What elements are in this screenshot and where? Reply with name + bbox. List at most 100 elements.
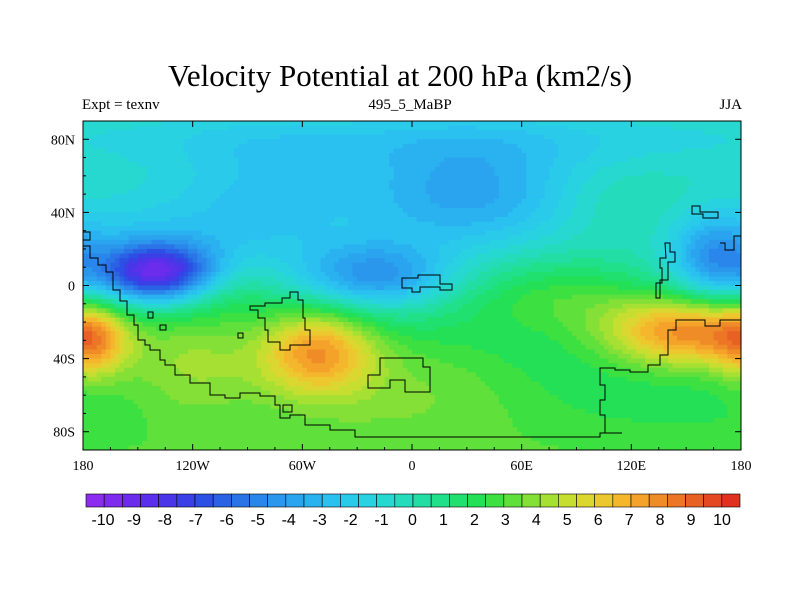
contour-cell	[252, 326, 271, 332]
contour-cell	[352, 308, 367, 314]
contour-cell	[699, 276, 710, 282]
contour-cell	[169, 303, 185, 309]
x-tick-label: 0	[409, 459, 416, 474]
contour-cell	[110, 363, 121, 369]
contour-cell	[348, 285, 377, 291]
contour-cell	[119, 152, 189, 159]
contour-cell	[311, 271, 326, 277]
contour-cell	[146, 166, 194, 172]
x-tick-label: 180	[731, 459, 752, 474]
contour-cell	[695, 280, 701, 287]
contour-cell	[238, 157, 390, 163]
contour-cell	[713, 207, 741, 213]
contour-cell	[133, 331, 148, 337]
contour-cell	[535, 226, 559, 232]
contour-cell	[320, 258, 340, 264]
contour-cell	[489, 162, 527, 168]
contour-cell	[526, 157, 555, 163]
contour-cell	[713, 335, 728, 341]
contour-cell	[306, 349, 326, 355]
contour-cell	[110, 344, 116, 351]
contour-cell	[284, 376, 299, 383]
contour-cell	[128, 335, 139, 341]
contour-cell	[503, 139, 555, 145]
contour-cell	[498, 354, 578, 360]
contour-cell	[466, 271, 482, 277]
contour-cell	[412, 267, 427, 273]
contour-cell	[210, 285, 217, 291]
contour-cell	[690, 216, 710, 223]
contour-cell	[567, 180, 587, 186]
contour-cell	[83, 290, 98, 296]
contour-cell	[539, 253, 637, 259]
contour-cell	[649, 262, 664, 268]
contour-cell	[631, 331, 642, 337]
contour-cell	[722, 312, 741, 319]
contour-cell	[233, 248, 303, 255]
contour-cell	[603, 276, 642, 282]
contour-cell	[343, 344, 354, 351]
contour-cell	[128, 299, 143, 305]
contour-cell	[686, 184, 741, 191]
contour-cell	[425, 280, 436, 287]
contour-cell	[558, 445, 741, 450]
contour-cell	[603, 312, 619, 319]
colorbar-swatch	[140, 493, 159, 508]
contour-cell	[526, 280, 632, 287]
contour-cell	[137, 244, 175, 250]
contour-cell	[530, 376, 628, 383]
contour-cell	[279, 335, 290, 341]
contour-cell	[699, 354, 719, 360]
contour-cell	[439, 244, 473, 250]
contour-cell	[114, 381, 153, 387]
contour-cell	[334, 326, 345, 332]
contour-cell	[137, 326, 157, 332]
contour-cell	[526, 175, 550, 181]
contour-cell	[256, 363, 271, 369]
contour-cell	[443, 271, 454, 277]
contour-cell	[704, 262, 719, 268]
contour-cell	[105, 285, 116, 291]
contour-cell	[370, 299, 404, 305]
contour-cell	[539, 381, 651, 387]
contour-cell	[192, 134, 281, 140]
contour-cell	[114, 303, 125, 309]
contour-cell	[526, 162, 555, 168]
contour-cell	[480, 308, 514, 314]
colorbar-swatch	[231, 493, 250, 508]
contour-cell	[544, 184, 564, 191]
contour-cell	[133, 344, 143, 351]
contour-cell	[517, 258, 573, 264]
contour-cell	[498, 280, 527, 287]
contour-cell	[709, 390, 741, 396]
contour-cell	[238, 143, 404, 150]
contour-cell	[402, 299, 427, 305]
contour-cell	[188, 294, 198, 300]
contour-cell	[279, 358, 285, 364]
contour-cell	[101, 376, 134, 383]
contour-cell	[681, 262, 692, 268]
contour-cell	[366, 354, 377, 360]
contour-cell	[407, 344, 472, 351]
contour-cell	[526, 171, 550, 177]
contour-cell	[357, 354, 367, 360]
contour-cell	[137, 358, 175, 364]
contour-cell	[279, 134, 546, 140]
contour-cell	[174, 271, 180, 277]
contour-cell	[215, 276, 221, 282]
contour-cell	[375, 322, 390, 328]
contour-cell	[352, 390, 377, 396]
contour-cell	[229, 271, 235, 277]
contour-cell	[553, 312, 587, 319]
contour-cell	[142, 299, 171, 305]
contour-cell	[174, 258, 185, 264]
contour-cell	[448, 294, 463, 300]
contour-cell	[480, 271, 500, 277]
contour-cell	[489, 248, 523, 255]
contour-cell	[210, 203, 399, 209]
contour-cell	[178, 280, 185, 287]
contour-cell	[92, 340, 102, 346]
contour-cell	[521, 148, 559, 154]
contour-cell	[146, 331, 239, 337]
contour-cell	[384, 354, 399, 360]
